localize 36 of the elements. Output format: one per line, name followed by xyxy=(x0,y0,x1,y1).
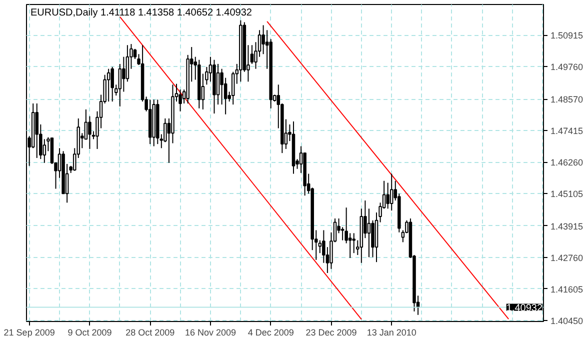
chart-title: EURUSD,Daily 1.41118 1.41358 1.40652 1.40932 xyxy=(30,8,252,18)
candlestick xyxy=(106,68,110,102)
y-tick-label: 1.50915 xyxy=(550,30,584,41)
x-tick-label: 21 Sep 2009 xyxy=(4,328,55,338)
y-tick-label: 1.47415 xyxy=(550,126,584,136)
y-tick-label: 1.40450 xyxy=(550,316,584,326)
candlestick xyxy=(88,116,92,150)
candlestick xyxy=(352,232,356,254)
candlestick xyxy=(340,226,344,241)
candlestick xyxy=(348,232,352,258)
candlestick xyxy=(367,208,371,258)
candlestick xyxy=(126,44,130,82)
y-tick-label: 1.46260 xyxy=(550,158,584,168)
x-tick-label: 28 Oct 2009 xyxy=(126,328,175,338)
x-tick-label: 9 Oct 2009 xyxy=(68,328,112,338)
candlestick xyxy=(250,44,254,64)
candlestick xyxy=(231,71,235,106)
y-tick-label: 1.43915 xyxy=(550,221,584,232)
candlestick xyxy=(390,173,394,212)
x-tick-label: 23 Dec 2009 xyxy=(306,328,357,338)
ref-line-label: 1.40932 xyxy=(506,302,543,314)
candlestick xyxy=(122,56,126,92)
y-tick-label: 1.45105 xyxy=(550,189,584,200)
candlestick xyxy=(386,182,390,210)
x-tick-label: 13 Jan 2010 xyxy=(366,328,416,338)
y-tick-label: 1.41605 xyxy=(550,284,584,294)
x-tick-label: 16 Nov 2009 xyxy=(184,328,236,338)
candlestick xyxy=(318,240,322,254)
y-tick-label: 1.48570 xyxy=(550,94,584,105)
candlestick xyxy=(110,66,114,102)
y-tick-label: 1.49760 xyxy=(550,62,584,72)
candlestick xyxy=(35,102,39,158)
y-tick-label: 1.42760 xyxy=(550,252,584,263)
candlestick xyxy=(133,48,137,60)
x-tick-label: 4 Dec 2009 xyxy=(248,328,294,338)
candlestick xyxy=(216,63,220,106)
